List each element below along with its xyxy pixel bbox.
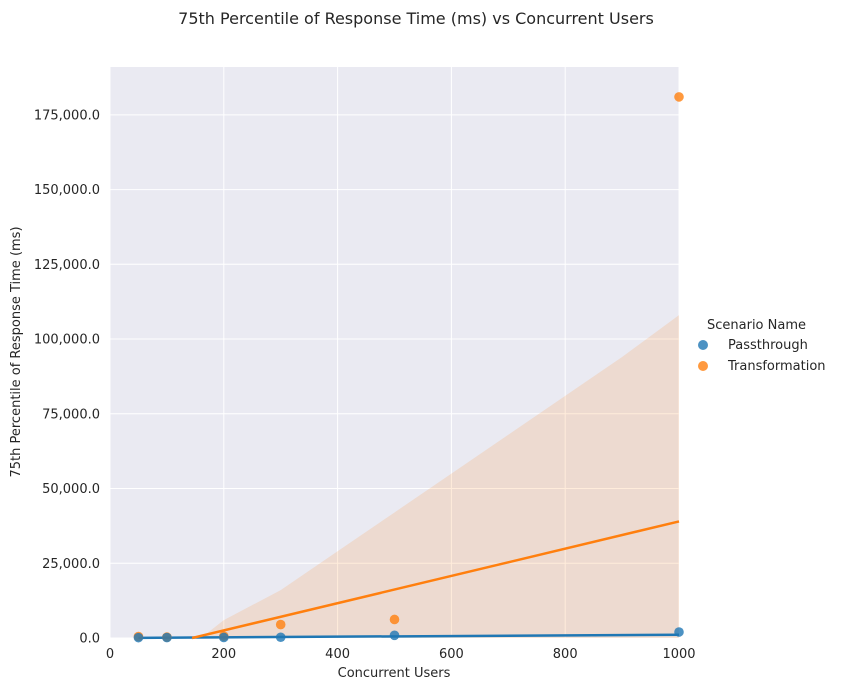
y-tick-label: 100,000.0	[34, 333, 100, 348]
grid	[109, 67, 680, 639]
point-transformation	[674, 92, 684, 102]
y-tick-label: 0.0	[79, 632, 100, 647]
y-tick-label: 75,000.0	[42, 407, 100, 422]
point-passthrough	[275, 632, 286, 643]
legend-title: Scenario Name	[707, 318, 806, 333]
point-transformation	[389, 614, 400, 625]
x-tick-label: 0	[106, 647, 114, 662]
point-passthrough	[162, 632, 172, 643]
y-tick-label: 150,000.0	[34, 183, 100, 198]
x-axis-label: Concurrent Users	[338, 666, 451, 681]
legend: Scenario Name Passthrough Transformation	[698, 318, 826, 374]
y-axis-ticks: 0.0 25,000.0 50,000.0 75,000.0 100,000.0 125,…	[34, 108, 100, 646]
y-axis-label: 75th Percentile of Response Time (ms)	[9, 226, 24, 477]
legend-marker-passthrough	[698, 340, 708, 350]
regression-line-transformation	[191, 520, 680, 640]
x-tick-label: 200	[211, 647, 236, 662]
y-tick-label: 25,000.0	[42, 557, 100, 572]
x-tick-label: 400	[325, 647, 350, 662]
x-tick-label: 800	[553, 647, 578, 662]
legend-marker-transformation	[698, 361, 708, 371]
ci-band-transformation	[138, 315, 679, 638]
x-tick-label: 600	[439, 647, 464, 662]
point-transformation	[275, 619, 286, 630]
chart-title: 75th Percentile of Response Time (ms) vs…	[178, 9, 654, 28]
x-axis-ticks: 0 200 400 600 800 1000	[106, 647, 696, 662]
y-tick-label: 125,000.0	[34, 258, 100, 273]
legend-label-passthrough: Passthrough	[728, 338, 808, 353]
x-tick-label: 1000	[662, 647, 695, 662]
point-passthrough	[133, 632, 144, 643]
point-passthrough	[674, 627, 684, 637]
confidence-band	[138, 315, 679, 638]
y-tick-label: 175,000.0	[34, 108, 100, 123]
point-passthrough	[389, 630, 400, 641]
legend-label-transformation: Transformation	[727, 359, 826, 374]
point-passthrough	[219, 632, 229, 643]
y-tick-label: 50,000.0	[42, 482, 100, 497]
data-points	[133, 92, 684, 643]
